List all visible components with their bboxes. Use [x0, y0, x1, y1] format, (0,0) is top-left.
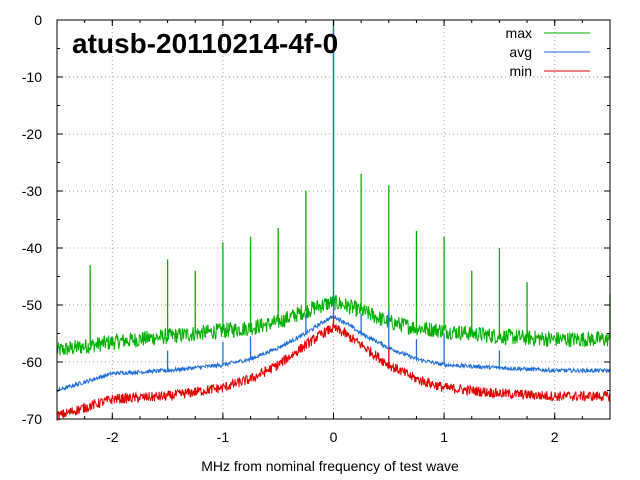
- series-layer: [56, 20, 611, 421]
- legend: max avg min: [506, 25, 590, 79]
- x-tick-label: -2: [106, 429, 119, 445]
- ticks: -2 -1 0 1 20-10-20-30-40-50-60-70: [22, 12, 611, 445]
- y-tick-label: -30: [22, 183, 42, 199]
- x-tick-label: -1: [217, 429, 230, 445]
- y-tick-label: -40: [22, 240, 42, 256]
- legend-label-avg: avg: [509, 44, 532, 60]
- y-tick-label: -70: [22, 411, 42, 427]
- x-tick-label: 0: [330, 429, 338, 445]
- y-tick-label: -10: [22, 69, 42, 85]
- y-tick-label: -60: [22, 354, 42, 370]
- x-tick-label: 1: [440, 429, 448, 445]
- y-tick-label: -20: [22, 126, 42, 142]
- y-tick-label: 0: [34, 12, 42, 28]
- chart-title: atusb-20110214-4f-0: [72, 28, 338, 59]
- x-axis-label: MHz from nominal frequency of test wave: [201, 458, 459, 474]
- legend-label-max: max: [506, 25, 532, 41]
- legend-label-min: min: [509, 63, 532, 79]
- y-tick-label: -50: [22, 297, 42, 313]
- x-tick-label: 2: [551, 429, 559, 445]
